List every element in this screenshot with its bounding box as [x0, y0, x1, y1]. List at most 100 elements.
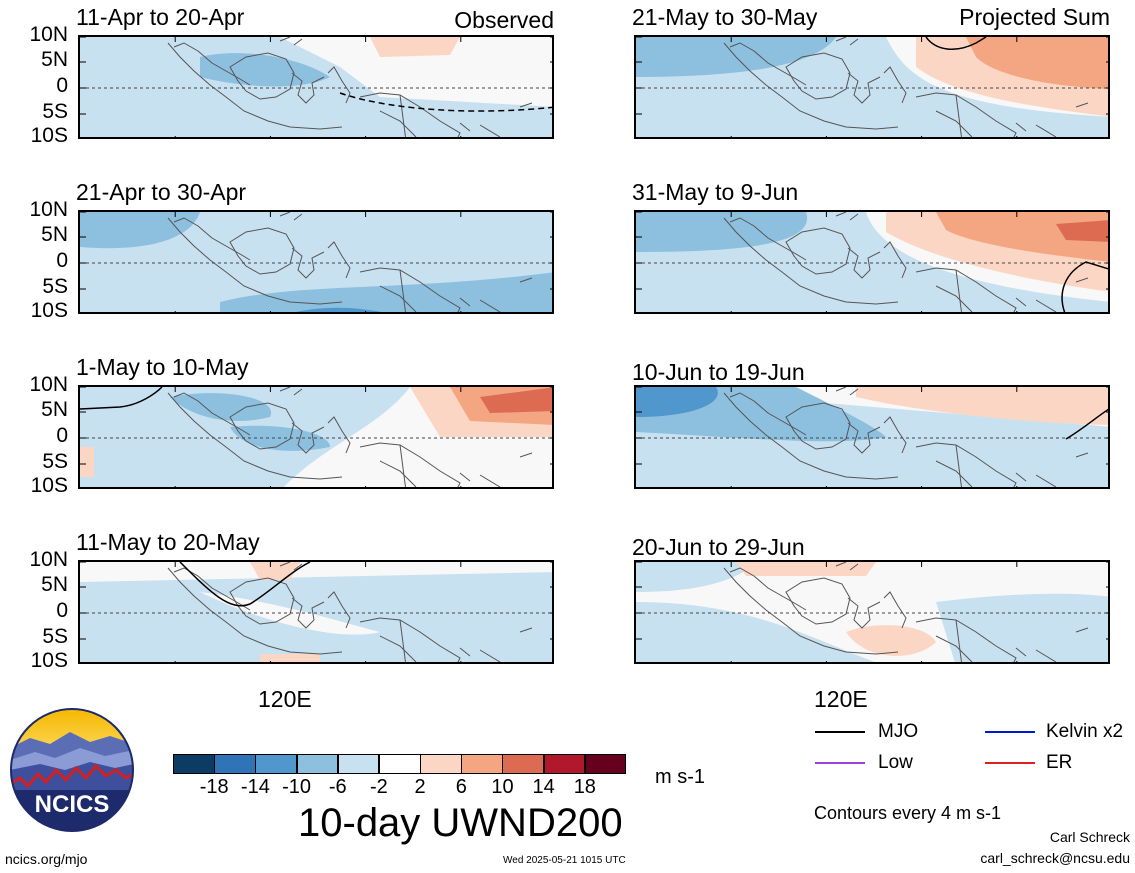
lat-label: 10S — [30, 649, 68, 672]
coastline — [327, 241, 351, 279]
map-panel-8 — [634, 560, 1110, 664]
coastline — [279, 562, 303, 571]
coastline — [359, 92, 461, 137]
coastline — [935, 460, 973, 487]
coastline — [399, 619, 406, 662]
colorbar-tick-label: 14 — [532, 776, 555, 798]
lat-label: 0 — [56, 424, 68, 447]
anomaly-shading — [80, 37, 552, 137]
colorbar-box — [543, 754, 586, 774]
coastline — [729, 217, 807, 261]
lat-label: 10S — [30, 299, 68, 322]
coastline — [955, 269, 962, 312]
colorbar-box — [584, 754, 627, 774]
lat-label: 10S — [30, 124, 68, 147]
panel-title-2: 21-Apr to 30-Apr — [76, 179, 247, 205]
colorbar-tick-label: -10 — [282, 776, 311, 798]
coastline — [955, 619, 962, 662]
coastline — [723, 567, 899, 655]
map-svg — [636, 37, 1108, 137]
colorbar-tick-label: 10 — [491, 776, 514, 798]
map-svg — [80, 387, 552, 487]
panel-title-4: 11-May to 20-May — [76, 529, 260, 555]
coastline — [835, 37, 859, 46]
coastline — [915, 442, 1017, 487]
timestamp: Wed 2025-05-21 1015 UTC — [503, 855, 626, 866]
coastline — [1015, 452, 1089, 487]
coastline — [399, 269, 406, 312]
panel-title-8: 20-Jun to 29-Jun — [632, 534, 805, 560]
colorbar-box — [420, 754, 462, 774]
map-panel-5 — [634, 35, 1110, 139]
coastline — [279, 37, 303, 46]
coastline — [835, 562, 859, 571]
mjo-contour — [925, 37, 987, 50]
coastline — [847, 597, 881, 629]
anomaly-shading — [80, 447, 94, 477]
anomaly-shading — [250, 562, 300, 580]
main-title: 10-day UWND200 — [298, 801, 623, 845]
coastline — [955, 94, 962, 137]
anomaly-shading — [936, 593, 1108, 662]
panel-title-6: 31-May to 9-Jun — [632, 179, 799, 205]
colorbar-tick-label: 6 — [455, 776, 467, 798]
colorbar-box — [255, 754, 298, 774]
anomaly-shading — [856, 387, 1108, 425]
coastline — [729, 392, 807, 436]
anomaly-shading — [170, 393, 272, 421]
coastline — [883, 241, 907, 279]
legend-er-label: ER — [1046, 752, 1073, 773]
colorbar-box — [337, 754, 380, 774]
colorbar-units: m s-1 — [655, 766, 705, 788]
coastline — [173, 392, 251, 436]
anomaly-shading — [370, 37, 460, 57]
coastline — [915, 92, 1017, 137]
colorbar-tick-label: -18 — [199, 776, 229, 798]
lat-label: 10N — [29, 548, 68, 571]
site-link[interactable]: ncics.org/mjo — [5, 851, 88, 867]
panel-title-7: 10-Jun to 19-Jun — [632, 359, 805, 385]
coastline — [729, 42, 807, 86]
map-svg — [80, 562, 552, 662]
anomaly-shading — [500, 292, 552, 312]
coastline — [291, 72, 325, 104]
map-panel-4 — [78, 560, 554, 664]
lat-label: 5S — [42, 450, 68, 473]
coastline — [291, 597, 325, 629]
coastline — [279, 212, 303, 221]
coastline — [167, 392, 343, 480]
coastline — [291, 247, 325, 279]
colorbar-box — [173, 754, 215, 774]
colorbar-box — [502, 754, 545, 774]
coastline — [167, 42, 343, 130]
colorbar-tick-label: -2 — [370, 776, 388, 798]
coastline — [359, 267, 461, 312]
lon-label-right: 120E — [814, 686, 868, 712]
coastline — [883, 591, 907, 629]
coastline — [279, 387, 303, 396]
panel-title-3: 1-May to 10-May — [76, 354, 249, 380]
coastline — [327, 591, 351, 629]
legend-mjo-label: MJO — [878, 721, 919, 742]
coastline — [883, 66, 907, 104]
mjo-contour — [339, 92, 552, 112]
lat-label: 5N — [41, 398, 68, 421]
lat-label: 5S — [42, 100, 68, 123]
coastline — [459, 627, 533, 662]
lat-label: 10N — [29, 198, 68, 221]
coastline — [399, 444, 406, 487]
lat-label: 0 — [56, 74, 68, 97]
coastline — [729, 567, 807, 611]
colorbar-box — [378, 754, 421, 774]
anomaly-shading — [636, 602, 875, 662]
legend-kelvin-label: Kelvin x2 — [1046, 721, 1124, 742]
coastline — [915, 617, 1017, 662]
coastline — [379, 460, 417, 487]
colorbar-box — [461, 754, 503, 774]
map-svg — [80, 37, 552, 137]
anomaly-shading — [736, 562, 876, 576]
lon-label-left: 120E — [258, 686, 312, 712]
legend-mjo-line — [815, 731, 865, 733]
lat-label: 10N — [29, 23, 68, 46]
lat-label: 5N — [41, 48, 68, 71]
